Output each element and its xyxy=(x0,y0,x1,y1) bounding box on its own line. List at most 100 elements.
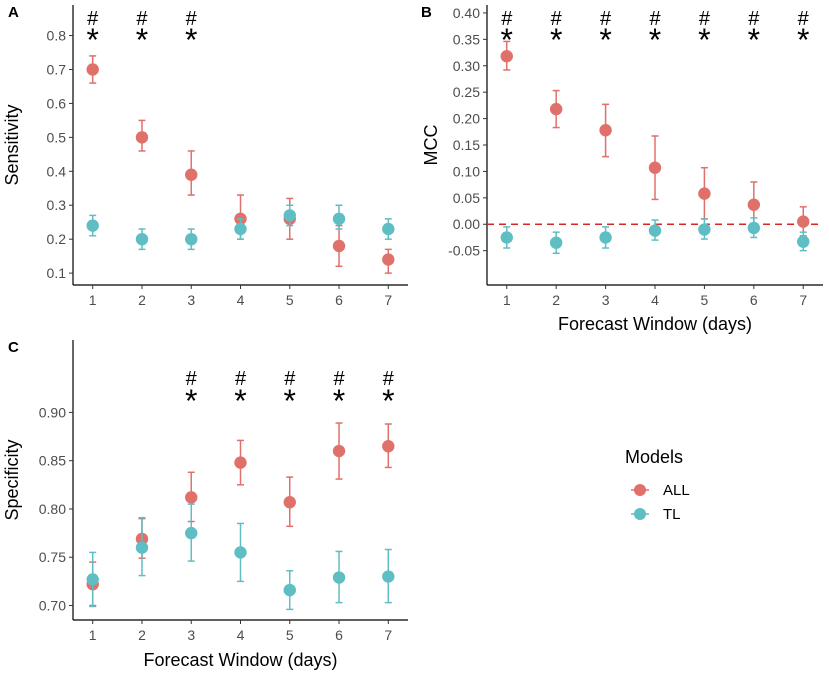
x-tick-label: 3 xyxy=(187,292,195,308)
x-tick-label: 5 xyxy=(701,292,709,308)
legend-label-all: ALL xyxy=(663,482,690,499)
significance-star: * xyxy=(599,22,611,58)
data-point-tl xyxy=(185,526,198,540)
legend-swatch-all xyxy=(634,484,646,496)
significance-star: * xyxy=(136,22,148,58)
significance-star: * xyxy=(748,22,760,58)
x-tick-label: 4 xyxy=(237,627,245,643)
significance-hash: # xyxy=(186,368,198,390)
x-axis-title: Forecast Window (days) xyxy=(143,650,337,670)
data-point-tl xyxy=(599,231,612,244)
legend: Models ALL TL xyxy=(625,447,690,523)
y-tick-label: 0.7 xyxy=(47,61,67,77)
y-tick-label: 0.1 xyxy=(47,265,67,281)
significance-star: * xyxy=(234,383,246,419)
y-axis-title: Specificity xyxy=(2,439,22,520)
data-point-all xyxy=(648,161,662,174)
significance-hash: # xyxy=(136,8,148,30)
y-tick-label: 0.15 xyxy=(453,137,480,153)
y-axis-title: Sensitivity xyxy=(2,104,22,185)
x-tick-label: 6 xyxy=(335,627,343,643)
panel-letter-c: C xyxy=(8,339,19,356)
significance-star: * xyxy=(550,22,562,58)
data-point-tl xyxy=(283,583,296,597)
data-point-all xyxy=(135,131,149,144)
significance-hash: # xyxy=(649,8,661,30)
x-tick-label: 2 xyxy=(138,292,146,308)
data-point-tl xyxy=(698,223,711,236)
significance-star: * xyxy=(649,22,661,58)
data-point-all xyxy=(797,215,810,228)
legend-label-tl: TL xyxy=(663,506,681,523)
y-tick-label: 0.80 xyxy=(39,501,66,517)
y-axis-title: MCC xyxy=(421,125,441,166)
data-point-all xyxy=(549,102,563,116)
y-tick-label: 0.00 xyxy=(453,216,480,232)
panel-letter-b: B xyxy=(421,4,432,21)
data-point-tl xyxy=(382,570,395,583)
x-tick-label: 1 xyxy=(89,292,97,308)
x-tick-label: 2 xyxy=(138,627,146,643)
significance-hash: # xyxy=(501,8,513,30)
significance-star: * xyxy=(698,22,710,58)
panel-c-specificity: 0.70 0.75 0.80 0.85 0.90 1 2 3 4 5 6 7 Specificity Fo… xyxy=(2,340,408,670)
x-tick-label: 4 xyxy=(237,292,245,308)
significance-hash: # xyxy=(186,8,198,30)
data-point-all xyxy=(234,456,247,469)
significance-hash: # xyxy=(333,368,345,390)
legend-item-all: ALL xyxy=(631,482,690,499)
y-tick-label: 0.35 xyxy=(453,31,480,47)
panel-letter-a: A xyxy=(8,4,19,21)
significance-star: * xyxy=(333,383,345,419)
significance-star: * xyxy=(86,22,98,58)
y-tick-label: 0.30 xyxy=(453,58,480,74)
data-point-tl xyxy=(135,541,149,554)
y-tick-label: 0.20 xyxy=(453,111,480,127)
data-point-tl xyxy=(234,222,247,236)
significance-hash: # xyxy=(383,368,395,390)
y-tick-label: 0.70 xyxy=(39,598,66,614)
significance-star: * xyxy=(185,22,197,58)
data-point-tl xyxy=(648,224,662,237)
panel-a-sensitivity: 0.1 0.2 0.3 0.4 0.5 0.6 0.7 0.8 1 2 3 4 5 6 7 Sensitivi… xyxy=(2,5,408,308)
data-point-all xyxy=(500,50,513,63)
y-tick-label: 0.75 xyxy=(39,549,66,565)
data-point-all xyxy=(185,168,198,181)
y-tick-label: 0.6 xyxy=(47,95,67,111)
x-tick-label: 5 xyxy=(286,292,294,308)
data-point-tl xyxy=(283,209,296,222)
y-tick-label: 0.25 xyxy=(453,84,480,100)
y-tick-label: 0.90 xyxy=(39,404,66,420)
y-tick-label: 0.5 xyxy=(47,129,67,145)
data-point-tl xyxy=(135,232,149,246)
significance-hash: # xyxy=(235,368,247,390)
data-point-all xyxy=(382,253,395,266)
y-tick-label: 0.8 xyxy=(47,28,67,44)
x-tick-label: 6 xyxy=(750,292,758,308)
y-tick-label: 0.4 xyxy=(47,163,67,179)
data-point-tl xyxy=(747,221,761,235)
x-tick-label: 7 xyxy=(384,292,392,308)
data-point-tl xyxy=(332,212,346,226)
y-tick-label: 0.2 xyxy=(47,231,67,247)
significance-hash: # xyxy=(87,8,99,30)
data-point-tl xyxy=(234,546,247,559)
legend-swatch-tl xyxy=(634,508,646,520)
x-tick-label: 5 xyxy=(286,627,294,643)
x-tick-label: 1 xyxy=(89,627,97,643)
x-tick-label: 1 xyxy=(503,292,511,308)
x-tick-label: 3 xyxy=(187,627,195,643)
legend-item-tl: TL xyxy=(631,506,681,523)
y-tick-label: 0.05 xyxy=(453,190,480,206)
significance-hash: # xyxy=(600,8,612,30)
significance-star: * xyxy=(382,383,394,419)
x-tick-label: 4 xyxy=(651,292,659,308)
data-point-all xyxy=(599,124,612,137)
y-tick-label: 0.40 xyxy=(453,5,480,21)
data-point-all xyxy=(185,491,198,504)
data-point-tl xyxy=(549,236,563,249)
data-point-all xyxy=(332,444,346,458)
significance-hash: # xyxy=(284,368,296,390)
data-point-tl xyxy=(86,573,99,586)
